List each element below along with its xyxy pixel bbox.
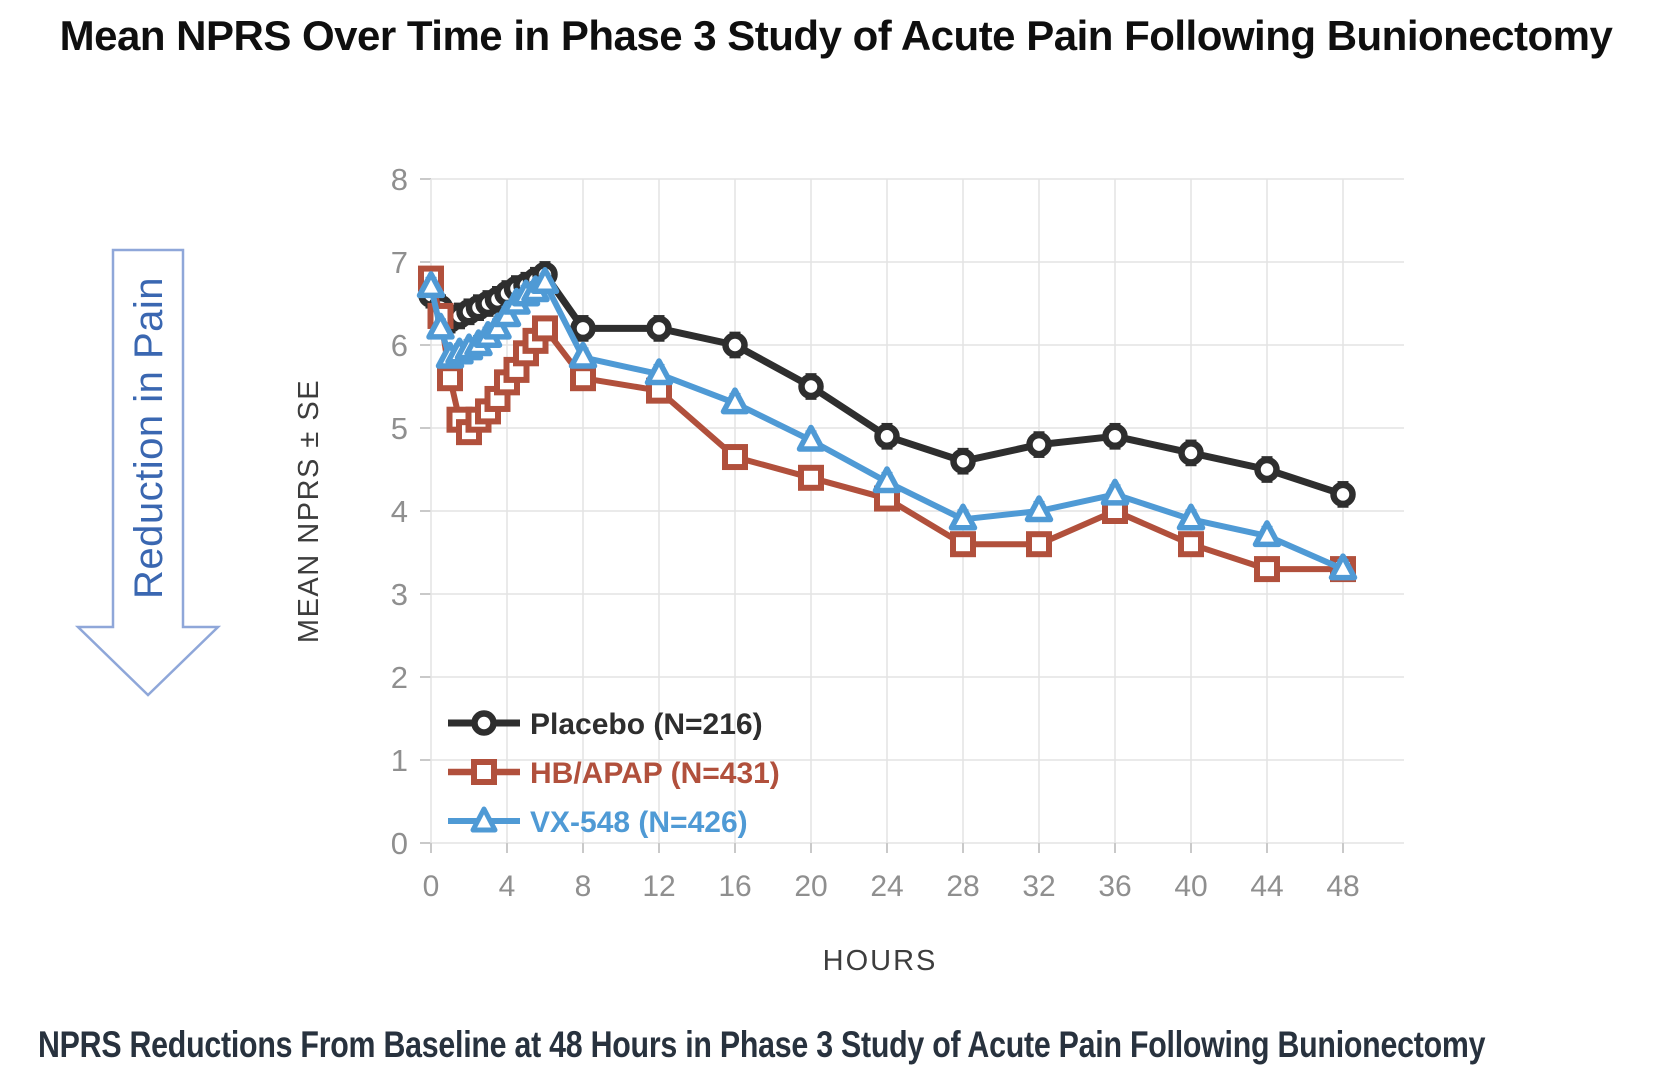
series-vx-548 <box>416 267 1358 581</box>
data-point-marker <box>1254 456 1280 483</box>
y-tick-label: 0 <box>391 826 408 861</box>
x-tick-label: 20 <box>794 870 827 903</box>
x-axis-title: HOURS <box>823 945 938 977</box>
data-point-marker <box>798 464 824 491</box>
data-point-marker <box>570 365 596 392</box>
data-point-marker <box>872 466 902 494</box>
hb-apap-legend-marker <box>471 759 497 785</box>
data-point-marker <box>1252 520 1282 548</box>
data-point-marker <box>1176 503 1206 531</box>
chart-title: Mean NPRS Over Time in Phase 3 Study of … <box>59 12 1613 59</box>
data-point-marker <box>950 531 976 558</box>
data-point-marker <box>416 271 446 299</box>
data-point-marker <box>1024 495 1054 523</box>
y-tick-label: 3 <box>391 577 408 612</box>
data-point-marker <box>437 365 463 392</box>
data-point-marker <box>568 341 598 369</box>
data-point-marker <box>532 315 558 342</box>
y-tick-label: 4 <box>391 494 408 529</box>
y-tick-label: 7 <box>391 245 408 280</box>
data-point-marker <box>570 315 596 342</box>
data-point-marker <box>1178 531 1204 558</box>
data-point-marker <box>722 444 748 471</box>
y-tick-label: 1 <box>391 743 408 778</box>
x-tick-label: 8 <box>575 870 592 903</box>
placebo-legend-label: Placebo (N=216) <box>530 708 763 741</box>
data-point-marker <box>1100 478 1130 506</box>
x-tick-label: 48 <box>1326 870 1359 903</box>
data-point-marker <box>798 373 824 400</box>
data-point-marker <box>1026 431 1052 458</box>
data-point-marker <box>874 423 900 450</box>
x-tick-label: 24 <box>870 870 903 903</box>
vx-548-legend-marker <box>470 806 498 833</box>
series-hb-apap <box>418 265 1356 583</box>
data-point-marker <box>1178 440 1204 466</box>
nprs-chart: 0 1 2 3 4 5 6 7 8 0 4 8 12 16 20 24 28 32 36 40 44 48 MEAN NP… <box>280 140 1460 1000</box>
x-tick-label: 32 <box>1022 870 1055 903</box>
arrow-label: Reduction in Pain <box>127 277 171 599</box>
y-axis-title: MEAN NPRS ± SE <box>293 379 325 643</box>
bottom-caption: NPRS Reductions From Baseline at 48 Hour… <box>38 1024 1486 1065</box>
x-tick-label: 44 <box>1250 870 1283 903</box>
hb-apap-legend-label: HB/APAP (N=431) <box>530 757 780 790</box>
legend: Placebo (N=216) HB/APAP (N=431) VX-548 (… <box>448 708 780 839</box>
data-point-marker <box>530 267 560 294</box>
x-tick-label: 4 <box>499 870 516 903</box>
x-tick-label: 0 <box>423 870 440 903</box>
data-point-marker <box>1026 531 1052 558</box>
data-point-marker <box>948 503 978 531</box>
x-tick-label: 12 <box>642 870 675 903</box>
data-point-marker <box>720 387 750 415</box>
y-tick-label: 6 <box>391 328 408 363</box>
data-point-marker <box>796 424 826 452</box>
vx-548-legend-label: VX-548 (N=426) <box>530 806 748 839</box>
data-point-marker <box>1102 423 1128 450</box>
x-tick-label: 36 <box>1098 870 1131 903</box>
data-point-marker <box>644 358 674 386</box>
data-point-marker <box>1328 553 1358 581</box>
data-point-marker <box>950 448 976 474</box>
data-point-marker <box>426 312 455 340</box>
data-point-marker <box>722 332 748 358</box>
data-point-marker <box>646 315 672 342</box>
reduction-in-pain-arrow: Reduction in Pain <box>70 240 230 710</box>
down-arrow-icon <box>74 248 222 697</box>
placebo-legend-marker <box>471 710 497 736</box>
y-tick-label: 2 <box>391 660 408 695</box>
series-layer <box>416 261 1358 583</box>
x-tick-label: 16 <box>718 870 751 903</box>
data-point-marker <box>1254 556 1280 583</box>
x-tick-label: 40 <box>1174 870 1207 903</box>
data-point-marker <box>1330 481 1356 508</box>
x-tick-label: 28 <box>946 870 979 903</box>
y-tick-label: 5 <box>391 411 408 446</box>
y-tick-label: 8 <box>391 162 408 197</box>
